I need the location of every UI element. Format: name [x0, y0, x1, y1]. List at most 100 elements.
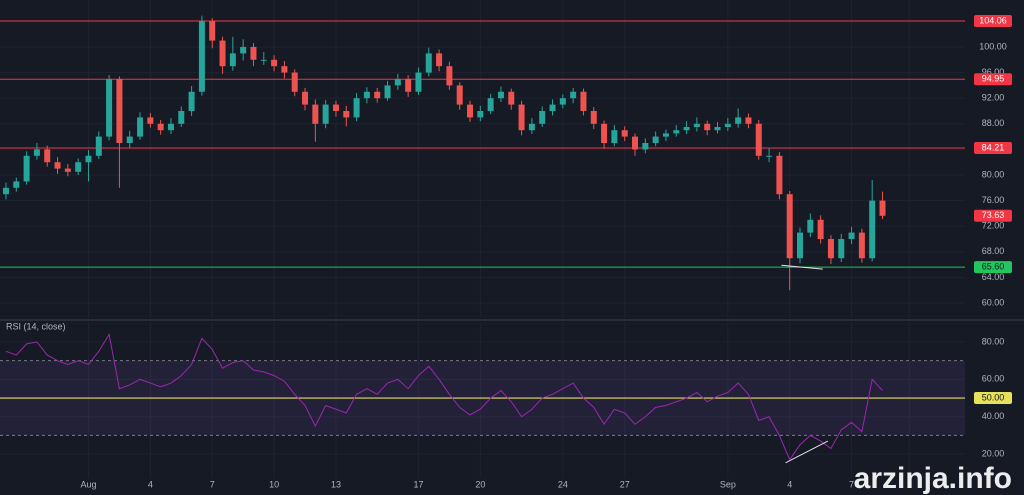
candle-body: [683, 126, 690, 131]
candle-body: [157, 123, 164, 131]
candle-body: [704, 123, 711, 131]
candle-body: [528, 123, 535, 131]
candle-body: [487, 98, 494, 111]
y-tick-label: 60.00: [982, 297, 1005, 307]
grid: [0, 0, 965, 478]
x-tick-label: 17: [413, 479, 423, 489]
rsi-title: RSI (14, close): [6, 321, 66, 331]
candle-body: [116, 78, 123, 143]
candle-body: [302, 91, 309, 105]
x-tick-label: 24: [558, 479, 568, 489]
y-tick-label: 40.00: [982, 411, 1005, 421]
candle-body: [415, 72, 422, 92]
candle-body: [137, 117, 144, 137]
candle-body: [590, 110, 597, 124]
candle-body: [467, 104, 474, 118]
candle-body: [85, 155, 92, 163]
candle-body: [229, 53, 236, 67]
candle-body: [621, 130, 628, 137]
candle-body: [312, 104, 319, 124]
candle-body: [363, 91, 370, 99]
candle-body: [13, 181, 20, 188]
level-label: 94.95: [982, 74, 1005, 84]
candle-body: [879, 200, 886, 216]
candle-body: [827, 239, 834, 259]
candle-body: [797, 232, 804, 259]
candle-body: [106, 78, 113, 137]
level-label: 104.06: [979, 15, 1007, 25]
candle-body: [75, 162, 82, 172]
candle-body: [724, 123, 731, 127]
candle-body: [755, 123, 762, 156]
x-tick-label: 27: [620, 479, 630, 489]
candle-body: [33, 149, 40, 156]
y-tick-label: 20.00: [982, 448, 1005, 458]
candle-body: [188, 91, 195, 111]
candle-body: [642, 142, 649, 150]
candle-body: [44, 149, 51, 163]
candle-body: [786, 194, 793, 259]
y-tick-label: 60.00: [982, 374, 1005, 384]
y-tick-label: 80.00: [982, 336, 1005, 346]
candle-body: [539, 110, 546, 124]
candle-body: [735, 117, 742, 124]
candle-body: [776, 155, 783, 195]
candle-body: [601, 123, 608, 143]
candle-body: [508, 91, 515, 105]
candle-body: [580, 91, 587, 111]
candle-body: [848, 232, 855, 240]
candle-body: [662, 133, 669, 137]
y-tick-label: 80.00: [982, 169, 1005, 179]
rsi-line: [5, 333, 883, 461]
candle-body: [446, 66, 453, 86]
y-tick-label: 68.00: [982, 246, 1005, 256]
candle-body: [394, 78, 401, 86]
candle-body: [322, 104, 329, 124]
watermark: arzinja.info: [854, 462, 1012, 495]
candle-body: [652, 136, 659, 143]
level-label: 84.21: [982, 142, 1005, 152]
candle-body: [281, 66, 288, 73]
candle-body: [869, 200, 876, 259]
level-label: 65.60: [982, 262, 1005, 272]
candle-body: [167, 123, 174, 131]
candle-body: [374, 91, 381, 99]
x-tick-label: Aug: [80, 479, 96, 489]
level-tag: [974, 142, 1012, 155]
candle-body: [219, 40, 226, 67]
y-tick-label: 96.00: [982, 67, 1005, 77]
candle-body: [570, 91, 577, 99]
x-tick-label: 10: [269, 479, 279, 489]
candle-body: [611, 130, 618, 143]
candle-body: [178, 110, 185, 124]
candle-body: [384, 85, 391, 99]
candle-body: [858, 232, 865, 259]
x-tick-label: 4: [787, 479, 792, 489]
candle-body: [477, 110, 484, 118]
candle-body: [745, 117, 752, 124]
candle-body: [807, 219, 814, 233]
candle-body: [147, 117, 154, 124]
candle-body: [240, 46, 247, 54]
y-tick-label: 100.00: [979, 41, 1007, 51]
candle-body: [126, 136, 133, 143]
x-tick-label: 7: [849, 479, 854, 489]
candle-body: [198, 21, 205, 92]
x-tick-label: 20: [475, 479, 485, 489]
y-tick-label: 92.00: [982, 93, 1005, 103]
candle-body: [260, 59, 267, 61]
candle-body: [456, 85, 463, 105]
candle-body: [23, 155, 30, 182]
candle-body: [250, 46, 257, 60]
candle-body: [549, 104, 556, 111]
candle-body: [838, 239, 845, 259]
candle-body: [436, 53, 443, 67]
x-tick-label: 13: [331, 479, 341, 489]
trendline: [785, 440, 829, 464]
x-tick-label: 1: [907, 479, 912, 489]
level-tag: [974, 261, 1012, 274]
y-tick-label: 64.00: [982, 272, 1005, 282]
candle-body: [817, 219, 824, 240]
